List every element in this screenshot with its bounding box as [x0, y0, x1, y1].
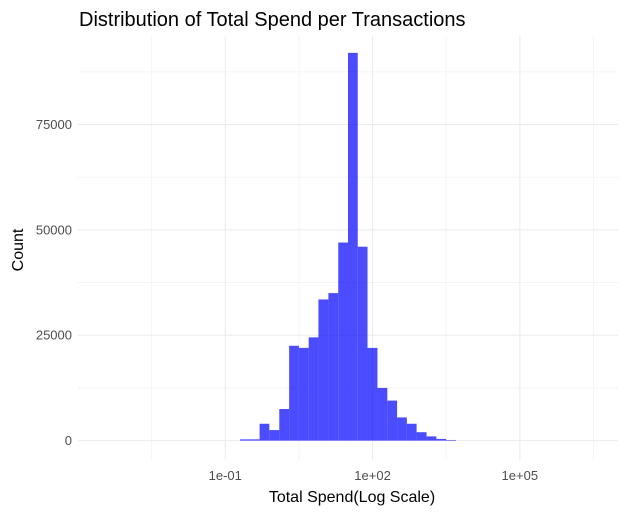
histogram-bar: [289, 345, 299, 441]
histogram-bar: [338, 242, 348, 441]
histogram-bar: [426, 436, 437, 441]
x-tick-label: 1e+02: [354, 468, 391, 483]
histogram-bar: [397, 417, 407, 441]
x-axis-ticks: 1e-01 1e+02 1e+05: [209, 468, 538, 483]
histogram-bar: [387, 400, 398, 441]
histogram-bar: [446, 439, 456, 441]
y-axis-ticks: 0 25000 50000 75000: [36, 117, 72, 448]
histogram-bar: [377, 387, 388, 441]
histogram-bar: [416, 432, 427, 441]
histogram-bar: [298, 347, 309, 441]
x-tick-label: 1e+05: [502, 468, 539, 483]
chart-title: Distribution of Total Spend per Transact…: [79, 9, 466, 31]
histogram-bar: [269, 430, 280, 441]
y-tick-label: 25000: [36, 328, 72, 343]
x-axis-title: Total Spend(Log Scale): [269, 489, 435, 506]
y-tick-label: 0: [65, 433, 72, 448]
histogram-bar: [318, 299, 329, 441]
histogram-bar: [308, 337, 319, 441]
x-tick-label: 1e-01: [209, 468, 242, 483]
histogram-bars: [240, 52, 456, 441]
histogram-bar: [347, 52, 358, 441]
histogram-bar: [406, 423, 417, 441]
histogram-bar: [240, 439, 251, 441]
y-tick-label: 75000: [36, 117, 72, 132]
histogram-bar: [250, 439, 260, 441]
histogram-bar: [279, 409, 290, 441]
y-tick-label: 50000: [36, 222, 72, 237]
histogram-bar: [436, 438, 447, 441]
histogram-bar: [367, 347, 378, 441]
histogram-bar: [328, 293, 339, 441]
y-axis-title: Count: [10, 228, 27, 271]
histogram-bar: [357, 246, 368, 441]
histogram-bar: [259, 423, 270, 441]
